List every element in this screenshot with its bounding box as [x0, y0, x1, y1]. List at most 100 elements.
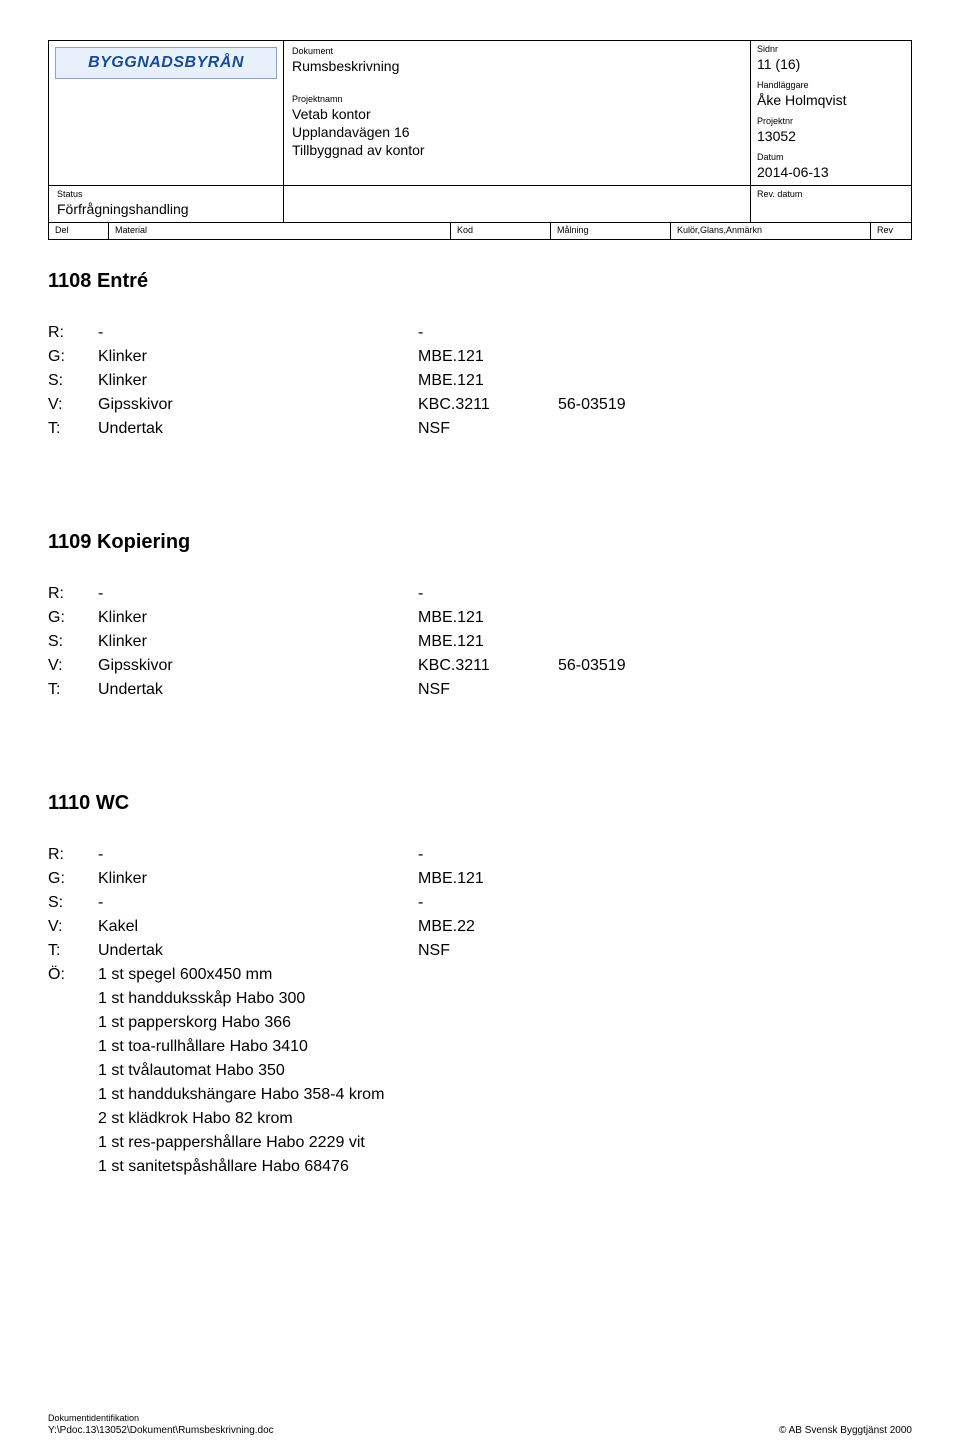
status-label: Status: [57, 188, 275, 200]
projektnamn-label: Projektnamn: [292, 93, 742, 105]
table-row: S:KlinkerMBE.121: [48, 369, 912, 393]
cell: MBE.121: [418, 369, 558, 393]
cell: KBC.3211: [418, 393, 558, 417]
cell: Klinker: [98, 369, 418, 393]
cell: NSF: [418, 678, 558, 702]
table-row: Ö:1 st spegel 600x450 mm: [48, 963, 912, 987]
header-top-row: BYGGNADSBYRÅN Dokument Rumsbeskrivning P…: [48, 40, 912, 186]
cell: [418, 963, 558, 987]
col-kulor: Kulör,Glans,Anmärkn: [671, 223, 871, 239]
list-item: 1 st toa-rullhållare Habo 3410: [98, 1035, 912, 1059]
table-row: R:--: [48, 582, 912, 606]
table-row: R:--: [48, 843, 912, 867]
cell: [558, 867, 678, 891]
cell: R:: [48, 321, 98, 345]
cell: -: [98, 321, 418, 345]
cell: Klinker: [98, 630, 418, 654]
datum-label: Datum: [757, 151, 905, 163]
projektnr-label: Projektnr: [757, 115, 905, 127]
spacer: [480, 1413, 912, 1425]
page: BYGGNADSBYRÅN Dokument Rumsbeskrivning P…: [0, 0, 960, 1456]
cell: [558, 963, 678, 987]
cell: -: [418, 321, 558, 345]
section-1109-title: 1109 Kopiering: [48, 531, 912, 554]
section-1108-title: 1108 Entré: [48, 270, 912, 293]
cell: Gipsskivor: [98, 393, 418, 417]
table-row: R:--: [48, 321, 912, 345]
cell: Klinker: [98, 606, 418, 630]
cell: [558, 417, 678, 441]
list-item: 1 st handduksskåp Habo 300: [98, 987, 912, 1011]
cell: -: [418, 582, 558, 606]
projektnamn-line1: Vetab kontor: [292, 105, 742, 123]
cell: Ö:: [48, 963, 98, 987]
list-item: 1 st handdukshängare Habo 358-4 krom: [98, 1083, 912, 1107]
section-1110-table: R:-- G:KlinkerMBE.121 S:-- V:KakelMBE.22…: [48, 843, 912, 987]
cell: T:: [48, 417, 98, 441]
cell: -: [98, 891, 418, 915]
cell: KBC.3211: [418, 654, 558, 678]
cell: NSF: [418, 417, 558, 441]
cell: -: [418, 891, 558, 915]
cell: [558, 843, 678, 867]
footer: Dokumentidentifikation Y:\Pdoc.13\13052\…: [48, 1405, 912, 1436]
cell: Gipsskivor: [98, 654, 418, 678]
cell: Klinker: [98, 867, 418, 891]
cell: [558, 915, 678, 939]
footer-left: Dokumentidentifikation Y:\Pdoc.13\13052\…: [48, 1413, 480, 1436]
table-row: G:KlinkerMBE.121: [48, 867, 912, 891]
table-row: V:GipsskivorKBC.321156-03519: [48, 393, 912, 417]
cell: [558, 939, 678, 963]
logo-cell: BYGGNADSBYRÅN: [49, 41, 284, 185]
projektnr-value: 13052: [757, 127, 905, 145]
cell: V:: [48, 915, 98, 939]
cell: [558, 345, 678, 369]
section-1109-table: R:-- G:KlinkerMBE.121 S:KlinkerMBE.121 V…: [48, 582, 912, 702]
table-row: S:--: [48, 891, 912, 915]
cell: MBE.121: [418, 345, 558, 369]
logo-text: BYGGNADSBYRÅN: [88, 54, 244, 71]
docid-label: Dokumentidentifikation: [48, 1413, 480, 1423]
cell: Undertak: [98, 939, 418, 963]
status-value: Förfrågningshandling: [57, 200, 275, 218]
copyright: © AB Svensk Byggtjänst 2000: [480, 1425, 912, 1436]
cell: T:: [48, 678, 98, 702]
section-1110-title: 1110 WC: [48, 792, 912, 815]
datum-block: Datum 2014-06-13: [751, 149, 911, 185]
column-header-row: Del Material Kod Målning Kulör,Glans,Anm…: [48, 223, 912, 240]
cell: T:: [48, 939, 98, 963]
list-item: 1 st papperskorg Habo 366: [98, 1011, 912, 1035]
cell: S:: [48, 369, 98, 393]
table-row: T:UndertakNSF: [48, 939, 912, 963]
dokument-block: Dokument Rumsbeskrivning: [284, 41, 750, 89]
cell: G:: [48, 867, 98, 891]
table-row: V:GipsskivorKBC.321156-03519: [48, 654, 912, 678]
datum-value: 2014-06-13: [757, 163, 905, 181]
table-row: V:KakelMBE.22: [48, 915, 912, 939]
right-cell: Sidnr 11 (16) Handläggare Åke Holmqvist …: [751, 41, 911, 185]
dokument-label: Dokument: [292, 45, 742, 57]
handlaggare-label: Handläggare: [757, 79, 905, 91]
cell: MBE.121: [418, 867, 558, 891]
section-1108-table: R:-- G:KlinkerMBE.121 S:KlinkerMBE.121 V…: [48, 321, 912, 441]
col-material: Material: [109, 223, 451, 239]
cell: MBE.121: [418, 606, 558, 630]
cell: NSF: [418, 939, 558, 963]
handlaggare-value: Åke Holmqvist: [757, 91, 905, 109]
empty-mid-cell: [284, 186, 751, 222]
col-kod: Kod: [451, 223, 551, 239]
cell: 1 st spegel 600x450 mm: [98, 963, 418, 987]
col-malning: Målning: [551, 223, 671, 239]
table-row: T:UndertakNSF: [48, 678, 912, 702]
cell: Klinker: [98, 345, 418, 369]
cell: R:: [48, 582, 98, 606]
spacer: [48, 702, 912, 762]
table-row: G:KlinkerMBE.121: [48, 606, 912, 630]
list-item: 1 st sanitetspåshållare Habo 68476: [98, 1155, 912, 1179]
handlaggare-block: Handläggare Åke Holmqvist: [751, 77, 911, 113]
section-1110-extras: 1 st handduksskåp Habo 300 1 st pappersk…: [48, 987, 912, 1179]
sidnr-label: Sidnr: [757, 43, 905, 55]
sidnr-block: Sidnr 11 (16): [751, 41, 911, 77]
cell: S:: [48, 891, 98, 915]
cell: [558, 582, 678, 606]
